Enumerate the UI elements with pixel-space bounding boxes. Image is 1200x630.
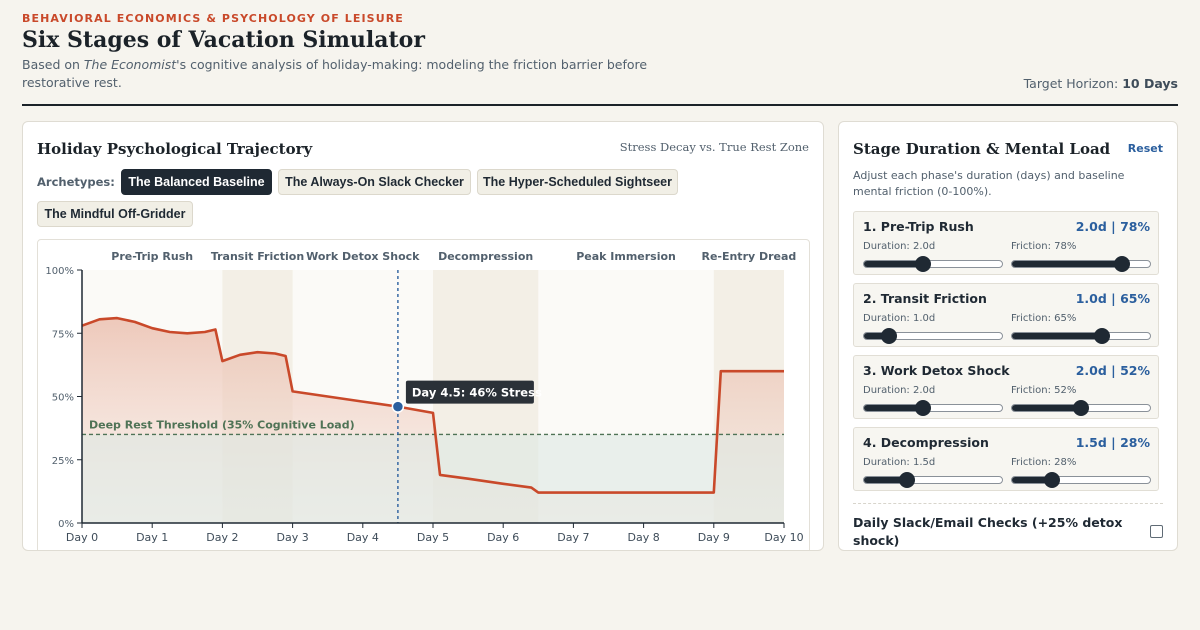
y-tick-label: 0% xyxy=(58,519,74,530)
slider-handle[interactable] xyxy=(1093,328,1110,344)
duration-slider[interactable] xyxy=(863,256,1003,272)
x-tick-label: Day 9 xyxy=(698,531,730,544)
friction-slider[interactable] xyxy=(1011,472,1151,488)
marker-tooltip-text: Day 4.5: 46% Stress xyxy=(412,386,542,400)
friction-slider[interactable] xyxy=(1011,400,1151,416)
deep-rest-threshold-label: Deep Rest Threshold (35% Cognitive Load) xyxy=(89,418,355,431)
stage-name: 1. Pre-Trip Rush xyxy=(863,219,974,234)
slider-handle[interactable] xyxy=(1114,256,1131,272)
archetype-balanced-baseline-button[interactable]: The Balanced Baseline xyxy=(121,169,272,195)
slider-fill xyxy=(1012,261,1123,267)
duration-label: Duration: 1.5d xyxy=(863,457,936,468)
page-title: Six Stages of Vacation Simulator xyxy=(22,27,425,53)
slack-checks-toggle-label: Daily Slack/Email Checks (+25% detox sho… xyxy=(853,515,1123,548)
friction-slider[interactable] xyxy=(1011,256,1151,272)
slack-checks-checkbox[interactable] xyxy=(1150,525,1163,538)
slider-fill xyxy=(864,333,889,339)
slider-handle[interactable] xyxy=(1073,400,1089,416)
archetype-always-on-slack-checker-button[interactable]: The Always-On Slack Checker xyxy=(278,169,471,195)
y-tick-label: 25% xyxy=(52,456,74,467)
stage-summary: 2.0d | 78% xyxy=(1075,219,1150,234)
page-subtitle: Based on The Economist's cognitive analy… xyxy=(22,56,702,92)
phase-label: Transit Friction xyxy=(211,250,304,263)
target-horizon: Target Horizon: 10 Days xyxy=(1024,76,1178,91)
phase-label: Pre-Trip Rush xyxy=(111,250,193,263)
duration-label: Duration: 2.0d xyxy=(863,241,936,252)
x-tick-label: Day 7 xyxy=(557,531,589,544)
friction-label: Friction: 78% xyxy=(1011,241,1077,252)
marker-tooltip: Day 4.5: 46% Stress xyxy=(405,380,542,404)
slider-handle[interactable] xyxy=(915,256,932,272)
phase-label: Re-Entry Dread xyxy=(701,250,796,263)
chart-tag: Stress Decay vs. True Rest Zone xyxy=(619,140,809,154)
x-tick-label: Day 2 xyxy=(206,531,238,544)
duration-slider[interactable] xyxy=(863,328,1003,344)
duration-slider[interactable] xyxy=(863,400,1003,416)
subtitle-suffix: 's cognitive analysis of holiday-making:… xyxy=(22,57,648,90)
stage-name: 4. Decompression xyxy=(863,435,989,450)
duration-slider[interactable] xyxy=(863,472,1003,488)
friction-slider[interactable] xyxy=(1011,328,1151,344)
x-tick-label: Day 3 xyxy=(276,531,308,544)
phase-label: Peak Immersion xyxy=(576,250,676,263)
stage-summary: 1.5d | 28% xyxy=(1075,435,1150,450)
x-tick-label: Day 6 xyxy=(487,531,519,544)
controls-card: Stage Duration & Mental Load Reset Adjus… xyxy=(838,121,1178,551)
subtitle-source: The Economist xyxy=(83,57,177,72)
x-tick-label: Day 10 xyxy=(764,531,803,544)
x-tick-label: Day 8 xyxy=(627,531,659,544)
archetype-hyper-scheduled-sightseer-button[interactable]: The Hyper-Scheduled Sightseer xyxy=(477,169,678,195)
stage-name: 2. Transit Friction xyxy=(863,291,987,306)
stage-summary: 1.0d | 65% xyxy=(1075,291,1150,306)
rest-zone xyxy=(82,434,784,523)
marker-point[interactable] xyxy=(391,400,405,413)
trajectory-card: Holiday Psychological Trajectory Stress … xyxy=(22,121,824,551)
archetypes-label: Archetypes: xyxy=(37,175,115,189)
stage-card-pre-trip-rush: 1. Pre-Trip Rush 2.0d | 78% Duration: 2.… xyxy=(853,211,1159,275)
slider-handle[interactable] xyxy=(898,472,915,488)
stage-card-transit-friction: 2. Transit Friction 1.0d | 65% Duration:… xyxy=(853,283,1159,347)
stage-card-work-detox-shock: 3. Work Detox Shock 2.0d | 52% Duration:… xyxy=(853,355,1159,419)
slider-fill xyxy=(1012,405,1081,411)
friction-label: Friction: 65% xyxy=(1011,313,1077,324)
trajectory-chart-svg: Pre-Trip Rush Transit Friction Work Detox … xyxy=(45,250,803,544)
trajectory-card-title: Holiday Psychological Trajectory xyxy=(37,140,313,158)
slider-fill xyxy=(1012,333,1102,339)
slider-handle[interactable] xyxy=(1044,472,1061,488)
slider-fill xyxy=(864,261,924,267)
controls-card-title: Stage Duration & Mental Load xyxy=(853,140,1111,158)
stage-card-decompression: 4. Decompression 1.5d | 28% Duration: 1.… xyxy=(853,427,1159,491)
y-tick-label: 75% xyxy=(52,329,74,340)
stress-line xyxy=(81,316,784,494)
x-tick-label: Day 0 xyxy=(66,531,98,544)
x-tick-label: Day 5 xyxy=(417,531,449,544)
phase-label: Decompression xyxy=(438,250,533,263)
slider-fill xyxy=(864,405,924,411)
duration-label: Duration: 1.0d xyxy=(863,313,936,324)
reset-button[interactable]: Reset xyxy=(1127,142,1163,155)
y-tick-label: 50% xyxy=(52,393,74,404)
stage-summary: 2.0d | 52% xyxy=(1075,363,1150,378)
target-horizon-value: 10 Days xyxy=(1122,76,1178,91)
archetype-mindful-off-gridder-button[interactable]: The Mindful Off-Gridder xyxy=(37,201,193,227)
page-kicker: BEHAVIORAL ECONOMICS & PSYCHOLOGY OF LEI… xyxy=(22,12,404,25)
stage-name: 3. Work Detox Shock xyxy=(863,363,1010,378)
controls-divider xyxy=(853,503,1163,504)
slider-handle[interactable] xyxy=(915,400,932,416)
duration-label: Duration: 2.0d xyxy=(863,385,936,396)
phase-label: Work Detox Shock xyxy=(306,250,420,263)
trajectory-chart: Pre-Trip Rush Transit Friction Work Detox … xyxy=(37,239,810,550)
y-tick-label: 100% xyxy=(45,266,74,277)
friction-label: Friction: 28% xyxy=(1011,457,1077,468)
slider-handle[interactable] xyxy=(880,328,897,344)
slider-fill xyxy=(864,477,907,483)
controls-description: Adjust each phase's duration (days) and … xyxy=(853,169,1125,198)
header-divider xyxy=(22,104,1178,106)
slider-fill xyxy=(1012,477,1053,483)
subtitle-prefix: Based on xyxy=(22,57,84,72)
friction-label: Friction: 52% xyxy=(1011,385,1077,396)
x-tick-label: Day 4 xyxy=(347,531,379,544)
target-horizon-label: Target Horizon: xyxy=(1023,76,1123,91)
x-tick-label: Day 1 xyxy=(136,531,168,544)
